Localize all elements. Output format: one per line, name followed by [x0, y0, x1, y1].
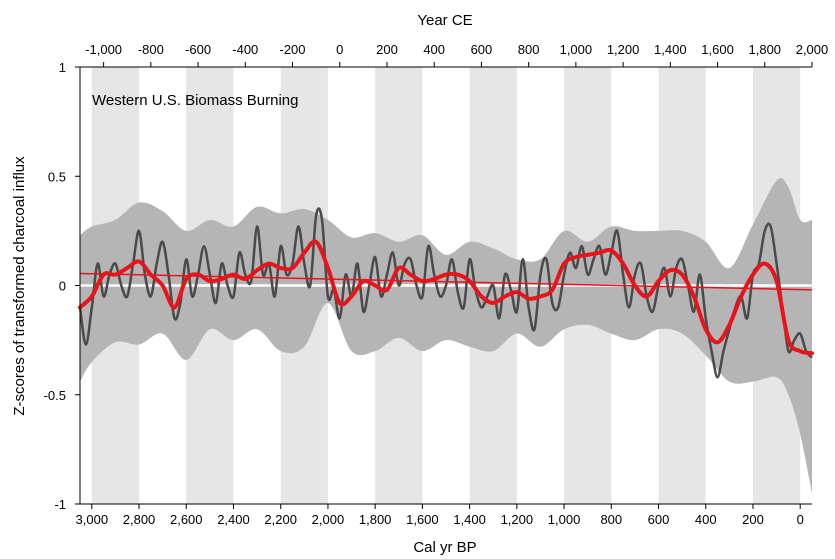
- x-top-tick-label: 400: [423, 42, 445, 57]
- axes: [75, 62, 813, 509]
- x-top-tick-label: -400: [232, 42, 258, 57]
- y-tick-label: 0: [59, 279, 66, 294]
- x-bottom-tick-label: 2,600: [170, 512, 203, 527]
- x-bottom-tick-label: 2,200: [264, 512, 297, 527]
- y-axis-title: Z-scores of transformed charcoal influx: [11, 156, 28, 416]
- x-top-tick-label: 1,600: [701, 42, 734, 57]
- x-bottom-tick-label: 800: [600, 512, 622, 527]
- x-bottom-tick-label: 2,400: [217, 512, 250, 527]
- detailed-series: [78, 207, 813, 379]
- x-bottom-tick-label: 2,800: [123, 512, 156, 527]
- y-tick-label: -1: [54, 497, 66, 512]
- x-bottom-tick-label: 1,000: [548, 512, 581, 527]
- confidence-band: [80, 178, 812, 494]
- x-axis-top-title: Year CE: [417, 12, 472, 29]
- x-bottom-tick-label: 600: [648, 512, 670, 527]
- smoothed-series: [78, 239, 814, 356]
- x-top-tick-label: 600: [471, 42, 493, 57]
- annotation: Western U.S. Biomass Burning: [92, 92, 298, 109]
- smoothed-series-line: [78, 239, 814, 356]
- x-top-tick-label: -1,000: [85, 42, 122, 57]
- x-top-tick-label: -200: [280, 42, 306, 57]
- y-tick-label: -0.5: [44, 388, 66, 403]
- x-top-tick-label: 800: [518, 42, 540, 57]
- tick-labels: 3,000 2,800 2,600 2,400 2,200 2,000 1,800 1,600…: [44, 42, 829, 527]
- x-bottom-tick-label: 200: [742, 512, 764, 527]
- y-tick-label: 0.5: [48, 169, 66, 184]
- x-bottom-tick-label: 1,400: [453, 512, 486, 527]
- confidence-envelope: [80, 178, 812, 494]
- x-bottom-tick-label: 3,000: [76, 512, 109, 527]
- x-top-tick-label: 2,000: [796, 42, 829, 57]
- x-top-tick-label: 1,000: [560, 42, 593, 57]
- x-top-tick-label: 1,800: [749, 42, 782, 57]
- x-top-tick-label: 1,200: [607, 42, 640, 57]
- detailed-series-line: [78, 207, 813, 379]
- x-bottom-tick-label: 0: [797, 512, 804, 527]
- x-top-tick-label: 1,400: [654, 42, 687, 57]
- x-top-tick-label: 200: [376, 42, 398, 57]
- x-top-tick-label: -800: [138, 42, 164, 57]
- x-bottom-tick-label: 1,800: [359, 512, 392, 527]
- x-top-tick-label: 0: [336, 42, 343, 57]
- x-top-tick-label: -600: [185, 42, 211, 57]
- x-bottom-tick-label: 1,600: [406, 512, 439, 527]
- x-bottom-tick-label: 400: [695, 512, 717, 527]
- x-bottom-tick-label: 1,200: [501, 512, 534, 527]
- y-tick-label: 1: [59, 60, 66, 75]
- x-bottom-tick-label: 2,000: [312, 512, 345, 527]
- x-axis-bottom-title: Cal yr BP: [413, 539, 476, 556]
